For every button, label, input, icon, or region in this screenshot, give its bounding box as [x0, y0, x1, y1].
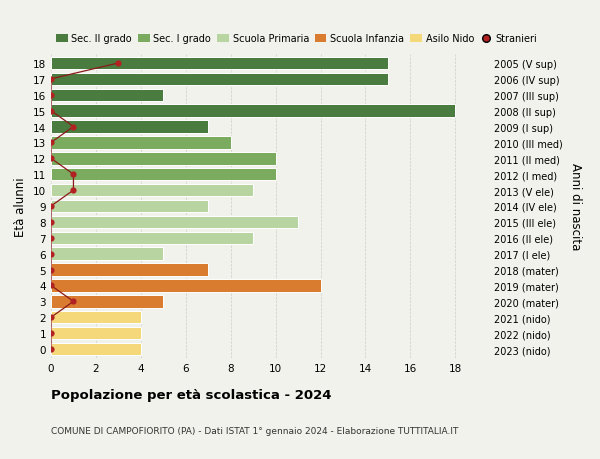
Legend: Sec. II grado, Sec. I grado, Scuola Primaria, Scuola Infanzia, Asilo Nido, Stran: Sec. II grado, Sec. I grado, Scuola Prim… [56, 34, 537, 44]
Bar [51, 296, 163, 308]
Bar [51, 168, 275, 181]
Bar [51, 264, 208, 276]
Bar [51, 185, 253, 197]
Bar [51, 248, 163, 260]
Bar [51, 232, 253, 245]
Bar [51, 90, 163, 102]
Bar [51, 280, 320, 292]
Bar [51, 121, 208, 134]
Text: COMUNE DI CAMPOFIORITO (PA) - Dati ISTAT 1° gennaio 2024 - Elaborazione TUTTITAL: COMUNE DI CAMPOFIORITO (PA) - Dati ISTAT… [51, 426, 458, 435]
Y-axis label: Anni di nascita: Anni di nascita [569, 163, 582, 250]
Bar [51, 343, 141, 355]
Bar [51, 58, 388, 70]
Bar [51, 216, 298, 229]
Bar [51, 311, 141, 324]
Bar [51, 327, 141, 340]
Y-axis label: Età alunni: Età alunni [14, 177, 28, 236]
Bar [51, 137, 230, 149]
Bar [51, 105, 455, 118]
Bar [51, 201, 208, 213]
Text: Popolazione per età scolastica - 2024: Popolazione per età scolastica - 2024 [51, 388, 331, 401]
Bar [51, 73, 388, 86]
Bar [51, 153, 275, 165]
